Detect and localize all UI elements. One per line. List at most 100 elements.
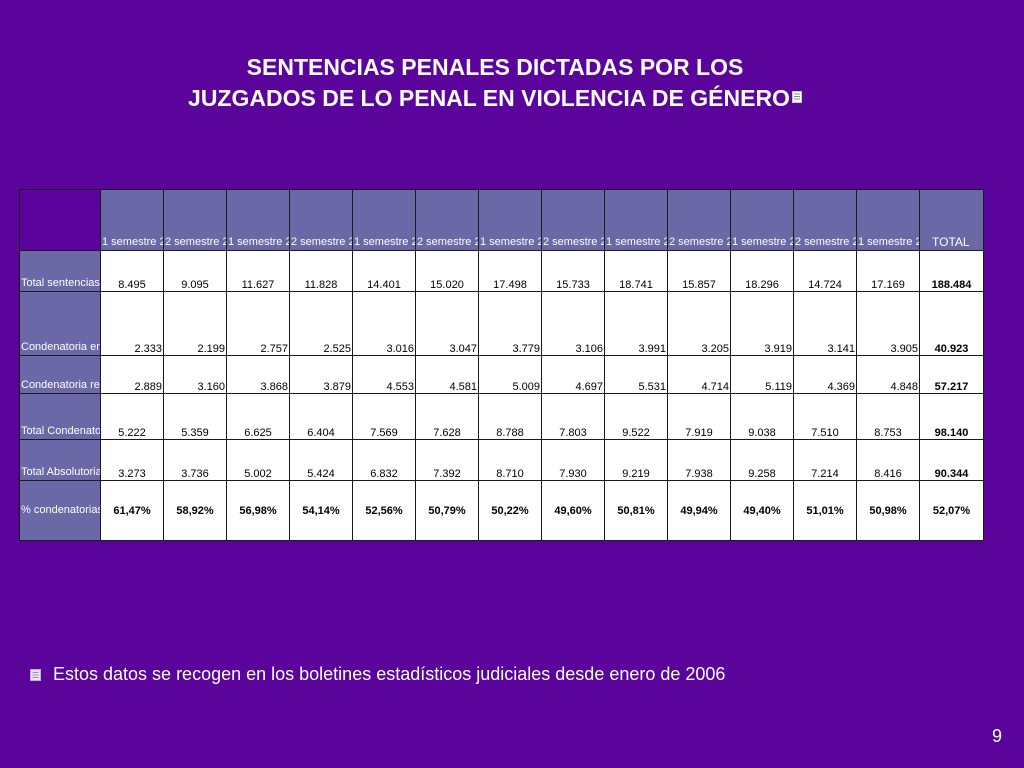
table-cell: 11.627	[226, 250, 290, 292]
column-header: 2 semestre 2009	[541, 189, 605, 251]
table-cell: 4.714	[667, 355, 731, 394]
table-row: % condenatorias 61,47% 58,92% 56,98% 54,…	[19, 480, 984, 541]
title-line-1: SENTENCIAS PENALES DICTADAS POR LOS	[246, 54, 744, 80]
table-cell: 51,01%	[793, 480, 857, 541]
table-cell: 9.095	[163, 250, 227, 292]
table-cell: 3.736	[163, 439, 227, 481]
table-cell: 7.938	[667, 439, 731, 481]
table-cell: 3.991	[604, 291, 668, 356]
table-cell: 56,98%	[226, 480, 290, 541]
column-header: 1 semestre 2009	[478, 189, 542, 251]
table-row: Total Condenatoria 5.222 5.359 6.625 6.4…	[19, 393, 984, 440]
table-cell: 9.258	[730, 439, 794, 481]
table-cell: 7.930	[541, 439, 605, 481]
table-cell: 9.219	[604, 439, 668, 481]
table-cell: 2.199	[163, 291, 227, 356]
table-corner	[19, 189, 101, 251]
row-label: Total Absolutoria	[19, 439, 101, 481]
table-row: Condenatoria resto 2.889 3.160 3.868 3.8…	[19, 355, 984, 394]
table-cell: 50,79%	[415, 480, 479, 541]
title-line-2: JUZGADOS DE LO PENAL EN VIOLENCIA DE GÉN…	[0, 83, 990, 114]
column-header: 2 semestre 2010	[667, 189, 731, 251]
row-label: Condenatoria en conformidad	[19, 291, 101, 356]
table-cell: 50,98%	[856, 480, 920, 541]
table-cell: 8.416	[856, 439, 920, 481]
row-label: Total sentencias	[19, 250, 101, 292]
table-cell: 17.498	[478, 250, 542, 292]
table-cell: 6.832	[352, 439, 416, 481]
table-cell: 5.359	[163, 393, 227, 440]
table-cell: 8.753	[856, 393, 920, 440]
table-cell: 3.160	[163, 355, 227, 394]
table-cell: 3.106	[541, 291, 605, 356]
table-cell-total: 40.923	[919, 291, 984, 356]
table-cell-total: 98.140	[919, 393, 984, 440]
table-cell: 49,94%	[667, 480, 731, 541]
table-cell-total: 188.484	[919, 250, 984, 292]
table-cell: 18.296	[730, 250, 794, 292]
column-header: 1 semestre 2010	[604, 189, 668, 251]
table-cell: 3.919	[730, 291, 794, 356]
table-header-row: 1 semestre 2006 2 semestre 2006 1 semest…	[19, 189, 984, 251]
table-cell: 7.569	[352, 393, 416, 440]
table-cell: 9.038	[730, 393, 794, 440]
table-cell: 7.803	[541, 393, 605, 440]
column-header: 1 semestre 2008	[352, 189, 416, 251]
footnote: Estos datos se recogen en los boletines …	[30, 662, 725, 686]
table-cell: 5.002	[226, 439, 290, 481]
table-cell: 4.369	[793, 355, 857, 394]
table-cell: 2.333	[100, 291, 164, 356]
table-cell: 4.581	[415, 355, 479, 394]
sentences-table: 1 semestre 2006 2 semestre 2006 1 semest…	[19, 189, 984, 541]
table-row: Total sentencias 8.495 9.095 11.627 11.8…	[19, 250, 984, 292]
table-cell: 3.141	[793, 291, 857, 356]
table-cell: 58,92%	[163, 480, 227, 541]
column-header: 2 semestre 2008	[415, 189, 479, 251]
column-header: 1 semestre 2012	[856, 189, 920, 251]
table-cell: 9.522	[604, 393, 668, 440]
document-icon	[791, 91, 802, 103]
table-cell: 49,60%	[541, 480, 605, 541]
table-cell: 11.828	[289, 250, 353, 292]
table-cell: 3.879	[289, 355, 353, 394]
table-cell: 52,56%	[352, 480, 416, 541]
table-cell: 15.733	[541, 250, 605, 292]
table-cell: 15.857	[667, 250, 731, 292]
table-cell: 7.628	[415, 393, 479, 440]
table-cell: 2.889	[100, 355, 164, 394]
column-header: 2 semestre 2011	[793, 189, 857, 251]
table-cell: 18.741	[604, 250, 668, 292]
column-header: 2 semestre 2006	[163, 189, 227, 251]
table-cell: 5.009	[478, 355, 542, 394]
table-row: Total Absolutoria 3.273 3.736 5.002 5.42…	[19, 439, 984, 481]
table-cell: 3.868	[226, 355, 290, 394]
table-cell: 15.020	[415, 250, 479, 292]
table-cell: 6.625	[226, 393, 290, 440]
table-cell: 2.757	[226, 291, 290, 356]
table-cell: 7.919	[667, 393, 731, 440]
table-cell: 7.510	[793, 393, 857, 440]
table-cell: 8.788	[478, 393, 542, 440]
table-cell: 3.016	[352, 291, 416, 356]
table-cell: 4.553	[352, 355, 416, 394]
table-cell: 49,40%	[730, 480, 794, 541]
column-header: 1 semestre 2011	[730, 189, 794, 251]
table-cell-total: 52,07%	[919, 480, 984, 541]
table-cell: 5.222	[100, 393, 164, 440]
table-cell: 4.848	[856, 355, 920, 394]
row-label: Total Condenatoria	[19, 393, 101, 440]
table-cell: 5.424	[289, 439, 353, 481]
table-cell: 7.392	[415, 439, 479, 481]
table-cell: 4.697	[541, 355, 605, 394]
table-cell: 61,47%	[100, 480, 164, 541]
page-number: 9	[991, 726, 1002, 746]
table-cell: 8.495	[100, 250, 164, 292]
table-cell: 3.047	[415, 291, 479, 356]
table-cell-total: 57.217	[919, 355, 984, 394]
table-cell: 50,81%	[604, 480, 668, 541]
table-cell: 17.169	[856, 250, 920, 292]
table-cell: 8.710	[478, 439, 542, 481]
footnote-text: Estos datos se recogen en los boletines …	[53, 664, 726, 684]
table-cell: 50,22%	[478, 480, 542, 541]
table-cell: 54,14%	[289, 480, 353, 541]
